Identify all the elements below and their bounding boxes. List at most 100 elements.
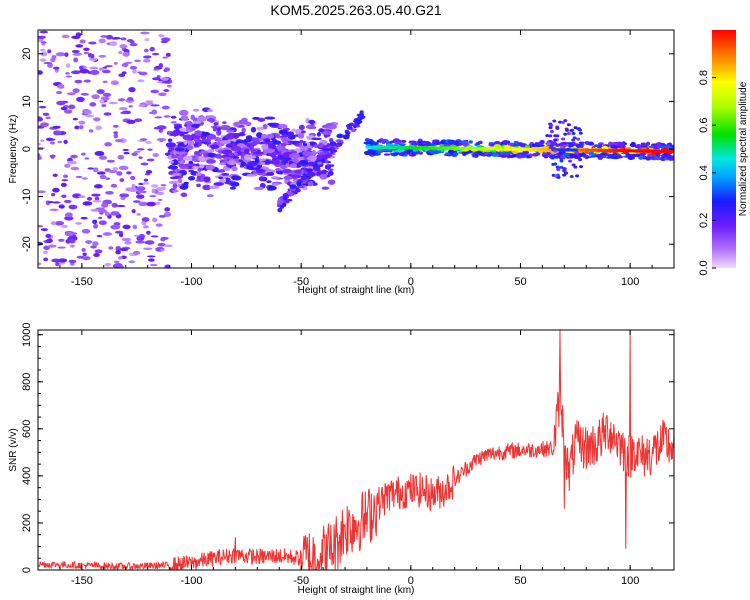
heatmap-cell bbox=[151, 109, 158, 115]
heatmap-cell bbox=[321, 158, 326, 163]
y-tick-label: 10 bbox=[21, 95, 33, 107]
heatmap-cell bbox=[266, 148, 274, 154]
heatmap-cell bbox=[150, 235, 159, 238]
heatmap-cell bbox=[108, 101, 119, 105]
heatmap-cell bbox=[145, 140, 152, 145]
heatmap-cell bbox=[229, 186, 237, 190]
heatmap-cell bbox=[353, 120, 359, 123]
heatmap-cell bbox=[212, 125, 217, 132]
heatmap-cell bbox=[223, 156, 233, 160]
heatmap-cell bbox=[52, 187, 60, 193]
heatmap-cell bbox=[185, 125, 192, 129]
heatmap-cell bbox=[546, 151, 551, 155]
heatmap-cell bbox=[70, 166, 80, 171]
heatmap-cell bbox=[498, 150, 505, 154]
heatmap-cell bbox=[38, 190, 46, 194]
heatmap-cell bbox=[491, 153, 499, 157]
heatmap-cell bbox=[111, 202, 118, 208]
heatmap-cell bbox=[51, 258, 61, 263]
heatmap-cell bbox=[79, 39, 86, 44]
heatmap-cell bbox=[342, 135, 350, 140]
heatmap-cell bbox=[119, 44, 128, 49]
heatmap-cell bbox=[610, 145, 618, 149]
heatmap-cell bbox=[58, 238, 65, 242]
heatmap-cell bbox=[122, 224, 131, 230]
heatmap-cell bbox=[104, 262, 111, 267]
x-tick-label: 100 bbox=[621, 276, 639, 288]
heatmap-cell bbox=[249, 155, 257, 159]
heatmap-cell bbox=[143, 58, 151, 63]
heatmap-cell bbox=[213, 122, 219, 126]
heatmap-cell bbox=[72, 52, 83, 56]
heatmap-cell bbox=[124, 240, 132, 245]
heatmap-cell bbox=[383, 153, 391, 156]
heatmap-cell bbox=[58, 204, 65, 209]
heatmap-cell bbox=[103, 112, 112, 116]
heatmap-cell bbox=[553, 162, 558, 166]
heatmap-cell bbox=[262, 123, 268, 130]
heatmap-cell bbox=[206, 134, 217, 140]
heatmap-cell bbox=[268, 143, 277, 150]
heatmap-cell bbox=[112, 124, 119, 128]
heatmap-cell bbox=[148, 258, 155, 262]
heatmap-cell bbox=[571, 132, 576, 136]
heatmap-cell bbox=[152, 52, 160, 56]
heatmap-cell bbox=[98, 38, 106, 44]
heatmap-cell bbox=[220, 124, 231, 131]
heatmap-cell bbox=[308, 119, 316, 125]
heatmap-cell bbox=[49, 141, 55, 145]
heatmap-cell bbox=[249, 145, 254, 151]
snr-ylabel: SNR (v/v) bbox=[8, 428, 19, 471]
heatmap-cell bbox=[597, 145, 602, 149]
heatmap-cell bbox=[235, 132, 246, 137]
heatmap-cell bbox=[327, 170, 334, 176]
heatmap-cell bbox=[575, 144, 582, 147]
heatmap-cell bbox=[118, 107, 128, 111]
heatmap-cell bbox=[40, 41, 47, 44]
heatmap-cell bbox=[356, 116, 364, 121]
heatmap-cell bbox=[253, 186, 265, 191]
heatmap-cell bbox=[144, 37, 150, 42]
heatmap-cell bbox=[398, 143, 406, 147]
heatmap-cell bbox=[126, 119, 136, 124]
heatmap-cell bbox=[158, 92, 167, 97]
heatmap-cell bbox=[197, 157, 208, 162]
heatmap-cell bbox=[196, 174, 201, 181]
heatmap-cell bbox=[91, 193, 101, 197]
heatmap-cell bbox=[149, 263, 158, 267]
heatmap-cell bbox=[579, 145, 584, 149]
heatmap-cell bbox=[335, 144, 341, 147]
heatmap-cell bbox=[119, 178, 125, 183]
heatmap-cell bbox=[563, 132, 568, 136]
heatmap-cell bbox=[635, 143, 642, 148]
y-tick-label: 0 bbox=[21, 146, 33, 152]
heatmap-cell bbox=[167, 138, 173, 143]
heatmap-cell bbox=[81, 247, 86, 252]
heatmap-cell bbox=[278, 123, 288, 129]
heatmap-cell bbox=[202, 184, 212, 191]
heatmap-cell bbox=[566, 123, 571, 127]
heatmap-cell bbox=[106, 159, 115, 163]
heatmap-cell bbox=[206, 109, 214, 113]
heatmap-cell bbox=[38, 155, 42, 161]
heatmap-cell bbox=[578, 141, 585, 144]
heatmap-cell bbox=[329, 141, 337, 146]
heatmap-cell bbox=[627, 155, 634, 161]
heatmap-cell bbox=[380, 139, 386, 144]
heatmap-cell bbox=[183, 181, 189, 185]
heatmap-cell bbox=[75, 32, 82, 37]
heatmap-cell bbox=[158, 215, 166, 218]
heatmap-cell bbox=[656, 153, 661, 157]
heatmap-cell bbox=[198, 151, 206, 155]
heatmap-cell bbox=[302, 143, 308, 147]
heatmap-cell bbox=[172, 183, 178, 189]
heatmap-cell bbox=[216, 129, 222, 136]
heatmap-cell bbox=[114, 139, 124, 143]
heatmap-cell bbox=[121, 237, 132, 242]
heatmap-cell bbox=[53, 130, 62, 136]
heatmap-cell bbox=[81, 228, 91, 234]
heatmap-cell bbox=[82, 252, 87, 257]
heatmap-cell bbox=[230, 181, 240, 187]
heatmap-cell bbox=[671, 144, 674, 148]
heatmap-cell bbox=[205, 158, 216, 164]
